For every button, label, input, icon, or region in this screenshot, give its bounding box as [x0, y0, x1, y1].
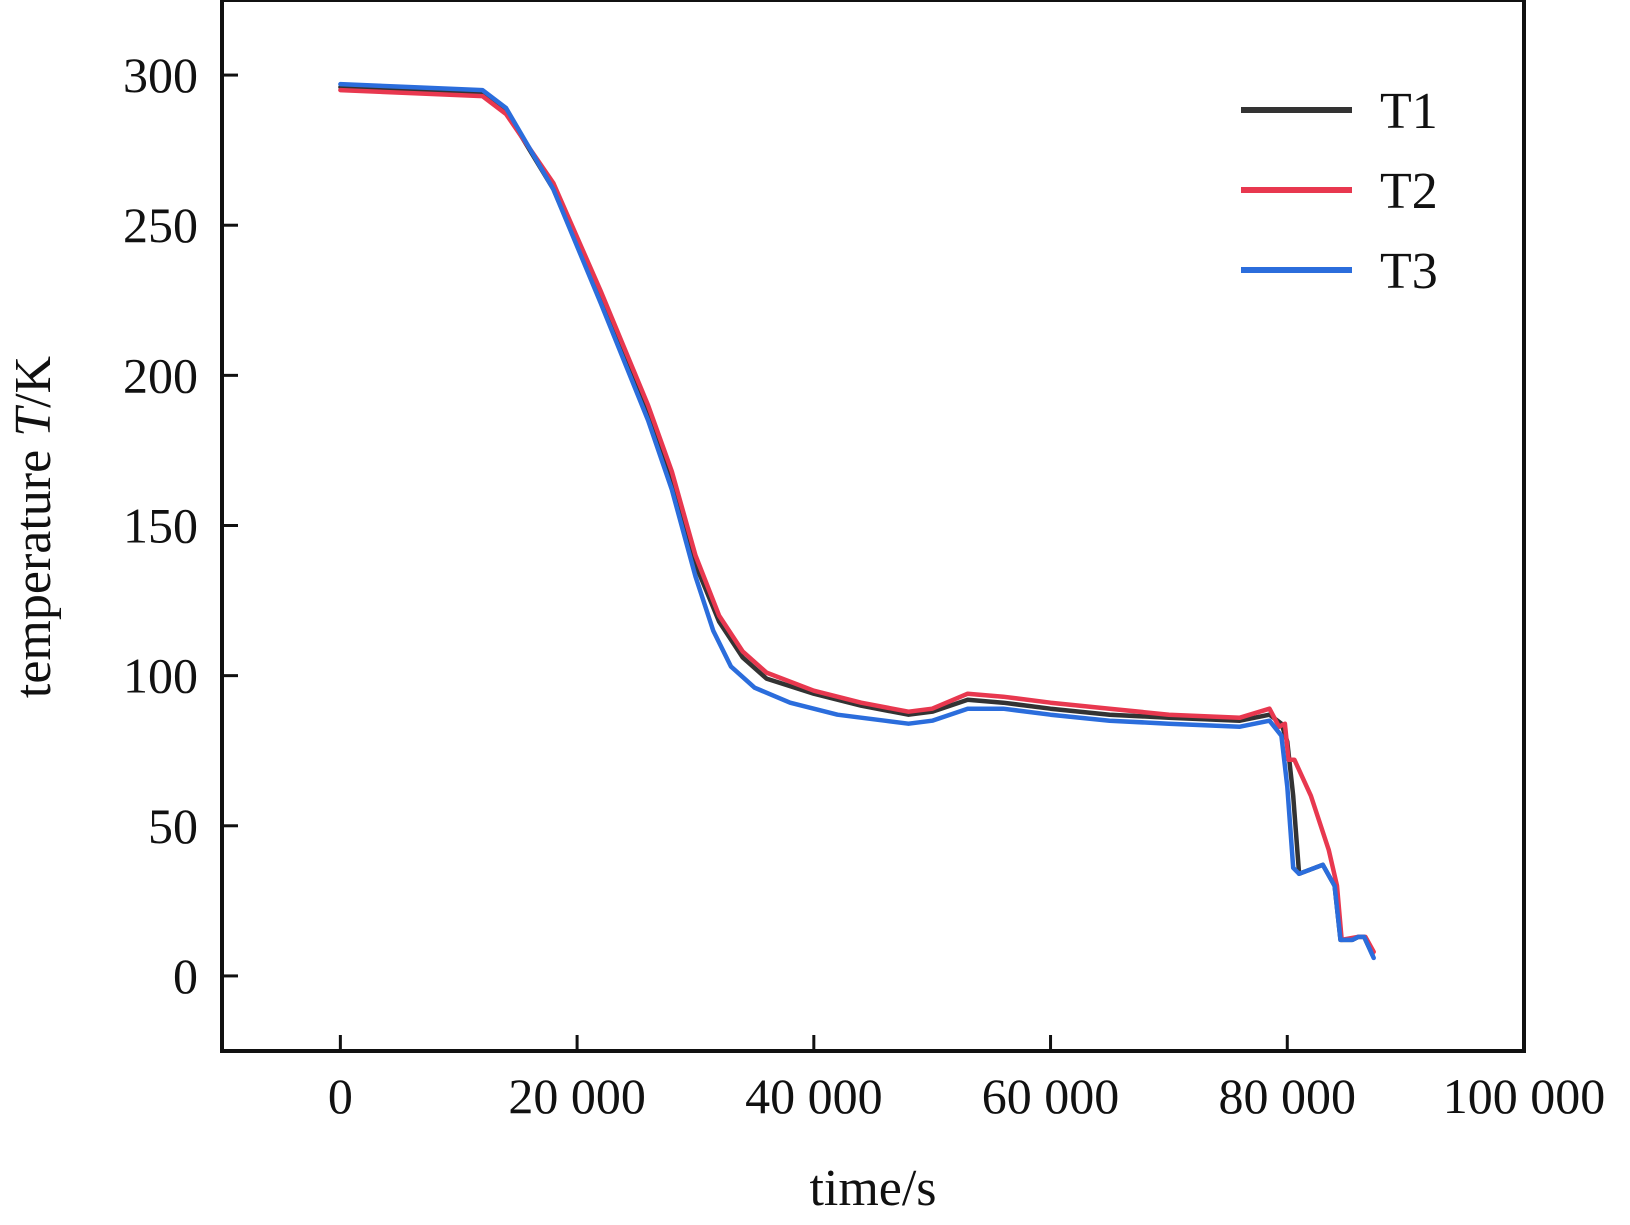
y-tick-label: 150 — [123, 498, 198, 554]
legend-label-t3: T3 — [1380, 243, 1438, 300]
y-axis-ticks: 0 50 100 150 200 250 300 — [123, 47, 238, 1004]
y-axis-title: temperature T/K — [5, 355, 62, 698]
y-tick-label: 0 — [173, 948, 198, 1004]
x-tick-label: 100 000 — [1443, 1068, 1606, 1124]
y-axis-title-prefix: temperature — [5, 437, 62, 698]
y-axis-title-italic: T — [5, 405, 62, 437]
series-lines — [338, 81, 1376, 961]
y-tick-label: 200 — [123, 347, 198, 403]
x-axis-title: time/s — [809, 1160, 936, 1217]
series-line-t3 — [338, 81, 1376, 961]
series-line-t1 — [338, 84, 1375, 958]
x-tick-label: 0 — [328, 1068, 353, 1124]
y-tick-label: 100 — [123, 648, 198, 704]
plot-frame — [220, 0, 1526, 1053]
y-tick-label: 300 — [123, 47, 198, 103]
legend-label-t2: T2 — [1380, 163, 1438, 220]
x-tick-label: 20 000 — [508, 1068, 646, 1124]
legend: T1 T2 T3 — [1241, 83, 1438, 300]
series-line-t2 — [338, 87, 1376, 955]
x-tick-label: 40 000 — [745, 1068, 883, 1124]
x-tick-label: 80 000 — [1219, 1068, 1357, 1124]
y-tick-label: 50 — [148, 798, 198, 854]
y-tick-label: 250 — [123, 197, 198, 253]
x-tick-label: 60 000 — [982, 1068, 1120, 1124]
y-axis-title-suffix: /K — [5, 355, 62, 407]
x-axis-ticks: 0 20 000 40 000 60 000 80 000 100 000 — [328, 1035, 1605, 1124]
legend-label-t1: T1 — [1380, 83, 1438, 140]
